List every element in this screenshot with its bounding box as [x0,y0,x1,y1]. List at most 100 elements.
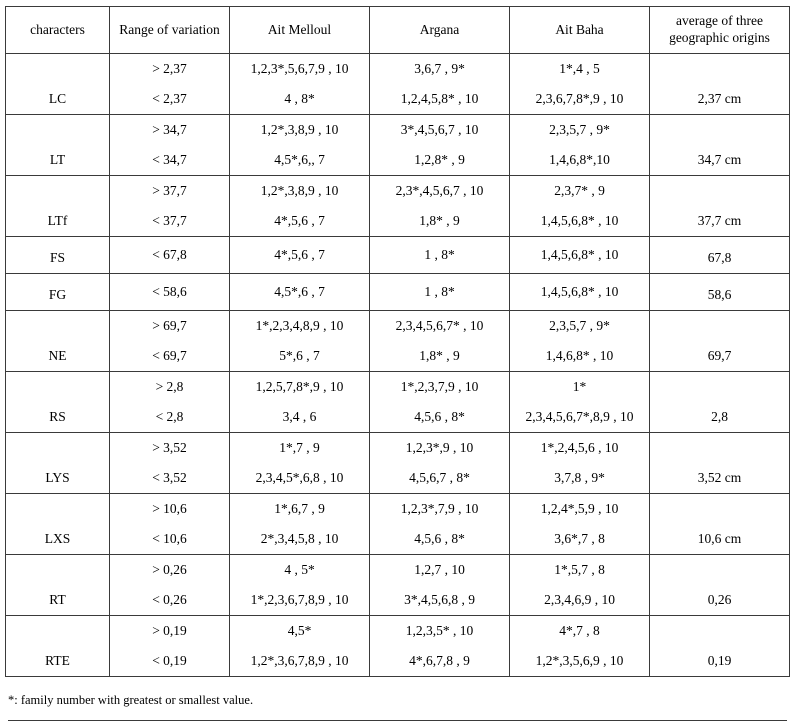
ait-melloul-cell: 2,3,4,5*,6,8 , 10 [229,463,370,494]
results-table: characters Range of variation Ait Mellou… [5,6,790,677]
table-row: RTE > 0,19 4,5* 1,2,3,5* , 10 4*,7 , 8 0… [5,615,790,677]
table-row: < 37,7 4*,5,6 , 7 1,8* , 9 1,4,5,6,8* , … [6,206,790,237]
header-argana: Argana [369,6,510,54]
table-row: < 10,6 2*,3,4,5,8 , 10 4,5,6 , 8* 3,6*,7… [6,524,790,555]
ait-baha-cell: 3,7,8 , 9* [509,463,650,494]
range-cell: > 69,7 [109,310,230,341]
argana-cell: 1,8* , 9 [369,341,510,372]
argana-cell: 2,3*,4,5,6,7 , 10 [369,175,510,206]
table-row: < 3,52 2,3,4,5*,6,8 , 10 4,5,6,7 , 8* 3,… [6,463,790,494]
ait-melloul-cell: 4 , 5* [229,554,370,585]
argana-cell: 2,3,4,5,6,7* , 10 [369,310,510,341]
row-group-rte: RTE > 0,19 4,5* 1,2,3,5* , 10 4*,7 , 8 0… [5,615,790,677]
character-cell: NE [5,310,110,372]
table-row: LXS > 10,6 1*,6,7 , 9 1,2,3*,7,9 , 10 1,… [5,493,790,555]
range-cell: > 0,19 [109,615,230,646]
ait-baha-cell: 1,4,5,6,8* , 10 [509,236,650,274]
ait-baha-cell: 2,3,4,6,9 , 10 [509,585,650,616]
row-group-lxs: LXS > 10,6 1*,6,7 , 9 1,2,3*,7,9 , 10 1,… [5,493,790,555]
table-row: FG < 58,6 4,5*,6 , 7 1 , 8* 1,4,5,6,8* ,… [5,273,790,311]
table-row: LYS > 3,52 1*,7 , 9 1,2,3*,9 , 10 1*,2,4… [5,432,790,494]
header-average: average of three geographic origins [649,6,790,54]
range-cell: > 34,7 [109,114,230,145]
character-cell: LXS [5,493,110,555]
ait-melloul-cell: 3,4 , 6 [229,402,370,433]
range-cell: < 34,7 [109,145,230,176]
row-group-fg: FG < 58,6 4,5*,6 , 7 1 , 8* 1,4,5,6,8* ,… [5,273,790,311]
range-cell: > 3,52 [109,432,230,463]
range-cell: < 58,6 [109,273,230,311]
character-cell: LT [5,114,110,176]
table-header: characters Range of variation Ait Mellou… [5,6,790,54]
ait-melloul-cell: 4*,5,6 , 7 [229,206,370,237]
ait-baha-cell: 3,6*,7 , 8 [509,524,650,555]
ait-baha-cell: 2,3,7* , 9 [509,175,650,206]
average-cell: 0,26 [649,554,790,616]
argana-cell: 4,5,6 , 8* [369,524,510,555]
row-group-lt: LT > 34,7 1,2*,3,8,9 , 10 3*,4,5,6,7 , 1… [5,114,790,176]
character-cell: RT [5,554,110,616]
argana-cell: 4,5,6,7 , 8* [369,463,510,494]
ait-melloul-cell: 4 , 8* [229,84,370,115]
range-cell: < 0,26 [109,585,230,616]
average-cell: 10,6 cm [649,493,790,555]
range-cell: > 10,6 [109,493,230,524]
row-group-fs: FS < 67,8 4*,5,6 , 7 1 , 8* 1,4,5,6,8* ,… [5,236,790,274]
row-group-lys: LYS > 3,52 1*,7 , 9 1,2,3*,9 , 10 1*,2,4… [5,432,790,494]
argana-cell: 1,2,4,5,8* , 10 [369,84,510,115]
character-cell: FS [5,236,110,274]
average-cell: 69,7 [649,310,790,372]
character-cell: LYS [5,432,110,494]
ait-baha-cell: 2,3,6,7,8*,9 , 10 [509,84,650,115]
argana-cell: 3*,4,5,6,8 , 9 [369,585,510,616]
average-cell: 37,7 cm [649,175,790,237]
argana-cell: 4*,6,7,8 , 9 [369,646,510,677]
range-cell: > 2,8 [109,371,230,402]
ait-melloul-cell: 4*,5,6 , 7 [229,236,370,274]
character-cell: FG [5,273,110,311]
ait-baha-cell: 1*,5,7 , 8 [509,554,650,585]
range-cell: < 2,8 [109,402,230,433]
table-row: < 2,8 3,4 , 6 4,5,6 , 8* 2,3,4,5,6,7*,8,… [6,402,790,433]
ait-melloul-cell: 1*,2,3,4,8,9 , 10 [229,310,370,341]
average-cell: 3,52 cm [649,432,790,494]
range-cell: > 2,37 [109,53,230,84]
argana-cell: 4,5,6 , 8* [369,402,510,433]
argana-cell: 1,2,7 , 10 [369,554,510,585]
character-cell: RTE [5,615,110,677]
table-row: LTf > 37,7 1,2*,3,8,9 , 10 2,3*,4,5,6,7 … [5,175,790,237]
average-cell: 2,37 cm [649,53,790,115]
footnote: *: family number with greatest or smalle… [8,693,787,721]
argana-cell: 1 , 8* [369,273,510,311]
argana-cell: 1,2,3,5* , 10 [369,615,510,646]
argana-cell: 1 , 8* [369,236,510,274]
table-row: LC > 2,37 1,2,3*,5,6,7,9 , 10 3,6,7 , 9*… [5,53,790,115]
argana-cell: 1,2,3*,9 , 10 [369,432,510,463]
ait-melloul-cell: 1*,6,7 , 9 [229,493,370,524]
average-cell: 58,6 [649,273,790,311]
header-characters: characters [5,6,110,54]
header-range-of-variation: Range of variation [109,6,230,54]
range-cell: > 37,7 [109,175,230,206]
table-row: RT > 0,26 4 , 5* 1,2,7 , 10 1*,5,7 , 8 0… [5,554,790,616]
argana-cell: 1,2,3*,7,9 , 10 [369,493,510,524]
ait-baha-cell: 1,4,6,8* , 10 [509,341,650,372]
range-cell: > 0,26 [109,554,230,585]
table-row: FS < 67,8 4*,5,6 , 7 1 , 8* 1,4,5,6,8* ,… [5,236,790,274]
argana-cell: 1*,2,3,7,9 , 10 [369,371,510,402]
page: characters Range of variation Ait Mellou… [5,6,790,721]
argana-cell: 3,6,7 , 9* [369,53,510,84]
ait-baha-cell: 1,4,5,6,8* , 10 [509,206,650,237]
header-ait-baha: Ait Baha [509,6,650,54]
character-cell: LC [5,53,110,115]
ait-melloul-cell: 1*,7 , 9 [229,432,370,463]
range-cell: < 69,7 [109,341,230,372]
ait-baha-cell: 2,3,5,7 , 9* [509,114,650,145]
average-cell: 2,8 [649,371,790,433]
ait-melloul-cell: 1*,2,3,6,7,8,9 , 10 [229,585,370,616]
row-group-rt: RT > 0,26 4 , 5* 1,2,7 , 10 1*,5,7 , 8 0… [5,554,790,616]
ait-melloul-cell: 1,2*,3,8,9 , 10 [229,114,370,145]
ait-baha-cell: 4*,7 , 8 [509,615,650,646]
header-ait-melloul: Ait Melloul [229,6,370,54]
ait-melloul-cell: 1,2*,3,6,7,8,9 , 10 [229,646,370,677]
